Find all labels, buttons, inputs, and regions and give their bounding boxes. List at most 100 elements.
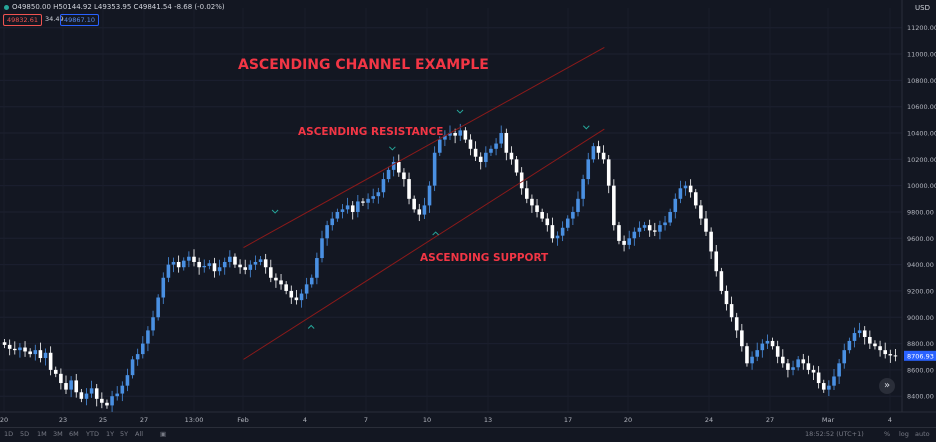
candle-body bbox=[591, 146, 596, 160]
candle-body bbox=[888, 354, 893, 356]
candle-body bbox=[827, 385, 831, 390]
candle-body bbox=[258, 259, 263, 262]
sell-price-button[interactable]: 49832.61 bbox=[3, 14, 43, 26]
candle-body bbox=[770, 340, 775, 347]
candle-body bbox=[745, 346, 749, 364]
candle-body bbox=[765, 340, 770, 344]
candle-body bbox=[576, 198, 580, 212]
candle-body bbox=[33, 350, 38, 355]
candle-body bbox=[781, 356, 785, 364]
candle-body bbox=[361, 201, 365, 203]
candle-body bbox=[320, 238, 324, 259]
candle-body bbox=[243, 267, 247, 270]
x-tick-label: Feb bbox=[237, 416, 249, 424]
range-5y[interactable]: 5Y bbox=[120, 430, 129, 438]
candle-body bbox=[555, 235, 560, 239]
candle-body bbox=[494, 143, 498, 149]
candle-body bbox=[228, 256, 232, 262]
candle-body bbox=[647, 225, 652, 231]
ohlc-readout: O49850.00 H50144.92 L49353.95 C49841.54 … bbox=[4, 3, 225, 11]
x-tick-label: 13 bbox=[484, 416, 492, 424]
candle-body bbox=[432, 152, 437, 186]
range-6m[interactable]: 6M bbox=[69, 430, 79, 438]
candle-body bbox=[294, 297, 299, 301]
candle-body bbox=[376, 192, 381, 197]
candle-body bbox=[115, 393, 119, 397]
scroll-to-realtime-button[interactable]: » bbox=[879, 378, 895, 394]
candle-body bbox=[816, 372, 821, 384]
candle-body bbox=[868, 336, 872, 344]
candle-body bbox=[857, 330, 862, 334]
candle-body bbox=[407, 179, 411, 199]
candle-body bbox=[309, 277, 314, 285]
x-tick-label: 4 bbox=[303, 416, 307, 424]
candle-body bbox=[304, 284, 309, 294]
x-tick-label: 25 bbox=[99, 416, 107, 424]
spread-value: 34.49 bbox=[45, 15, 64, 23]
candle-body bbox=[315, 258, 319, 278]
candle-body bbox=[791, 367, 795, 370]
candle-body bbox=[28, 351, 32, 355]
range-all[interactable]: All bbox=[135, 430, 144, 438]
candle-body bbox=[325, 225, 329, 239]
candle-body bbox=[279, 280, 283, 285]
candle-body bbox=[581, 179, 585, 199]
candle-body bbox=[719, 271, 724, 291]
range-1d[interactable]: 1D bbox=[4, 430, 14, 438]
x-tick-label: 20 bbox=[0, 416, 8, 424]
y-tick-label: 10600.00 bbox=[907, 103, 936, 111]
range-1m[interactable]: 1M bbox=[37, 430, 47, 438]
candle-body bbox=[775, 346, 780, 357]
range-ytd[interactable]: YTD bbox=[86, 430, 99, 438]
range-5d[interactable]: 5D bbox=[20, 430, 30, 438]
candle-body bbox=[366, 198, 370, 203]
candle-body bbox=[525, 188, 529, 199]
candle-body bbox=[658, 225, 662, 232]
candle-body bbox=[704, 218, 708, 232]
candle-body bbox=[299, 293, 304, 301]
candle-body bbox=[893, 355, 898, 357]
candle-body bbox=[852, 333, 857, 341]
percent-toggle[interactable]: % bbox=[884, 430, 891, 438]
candle-body bbox=[130, 359, 135, 376]
candle-body bbox=[350, 205, 355, 212]
candle-body bbox=[202, 265, 207, 268]
candle-body bbox=[422, 205, 427, 215]
candle-body bbox=[714, 251, 719, 272]
calendar-icon[interactable]: ▣ bbox=[160, 430, 167, 438]
candle-body bbox=[509, 152, 514, 160]
buy-price-button[interactable]: 49867.10 bbox=[60, 14, 100, 26]
candle-body bbox=[84, 393, 89, 399]
candle-body bbox=[755, 350, 759, 357]
candle-body bbox=[653, 230, 657, 232]
candle-body bbox=[612, 185, 616, 226]
range-3m[interactable]: 3M bbox=[53, 430, 63, 438]
auto-toggle[interactable]: auto bbox=[915, 430, 930, 438]
candle-body bbox=[632, 231, 637, 239]
x-tick-label: 17 bbox=[564, 416, 572, 424]
candle-body bbox=[356, 201, 360, 212]
candle-body bbox=[38, 350, 43, 359]
candle-body bbox=[212, 263, 217, 272]
log-toggle[interactable]: log bbox=[899, 430, 909, 438]
candle-body bbox=[550, 225, 555, 239]
candle-body bbox=[606, 159, 611, 186]
candle-body bbox=[811, 369, 816, 373]
currency-label: USD bbox=[915, 4, 930, 12]
candle-body bbox=[699, 205, 703, 219]
candle-body bbox=[642, 225, 647, 228]
clock[interactable]: 18:52:52 (UTC+1) bbox=[805, 430, 864, 438]
candle-body bbox=[437, 139, 442, 153]
annotation-support: ASCENDING SUPPORT bbox=[420, 252, 549, 264]
candle-body bbox=[156, 297, 160, 318]
candle-body bbox=[207, 263, 212, 266]
candle-body bbox=[222, 261, 227, 268]
candle-body bbox=[238, 264, 242, 268]
y-tick-label: 10400.00 bbox=[907, 130, 936, 138]
x-tick-label: 23 bbox=[59, 416, 67, 424]
candle-body bbox=[269, 267, 273, 278]
candle-body bbox=[233, 256, 237, 265]
range-1y[interactable]: 1Y bbox=[106, 430, 115, 438]
candle-body bbox=[458, 130, 463, 136]
